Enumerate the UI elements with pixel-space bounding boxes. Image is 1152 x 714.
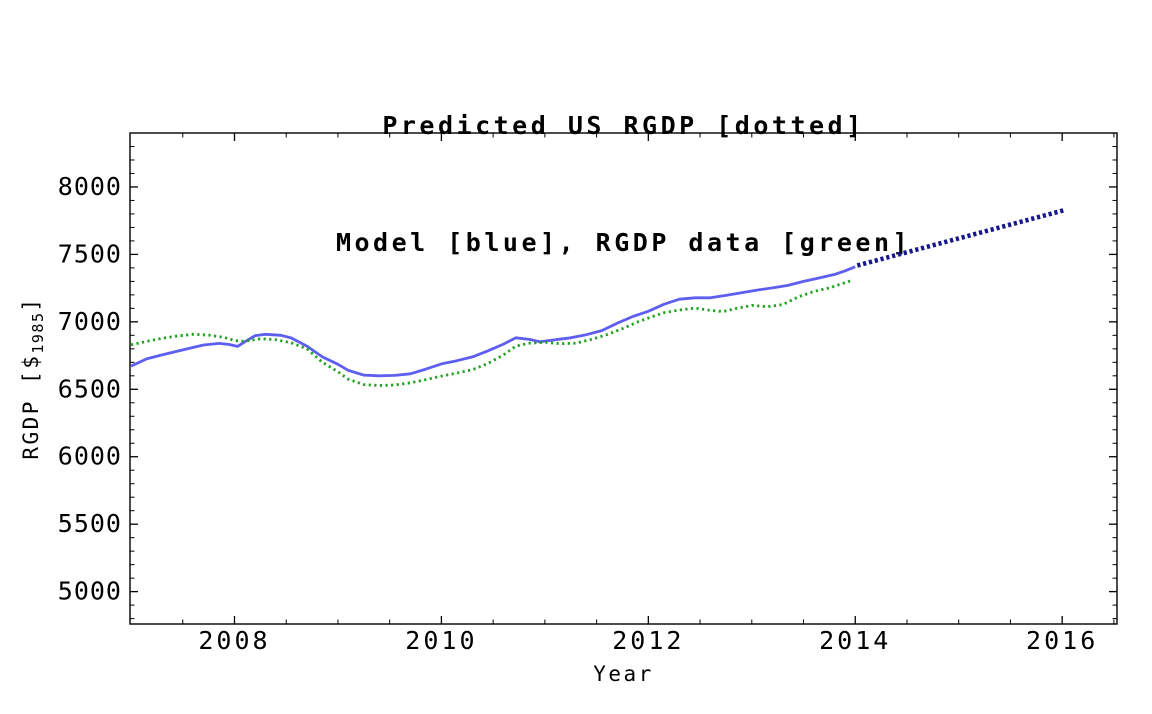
plot-frame [129,132,1118,625]
x-tick-label-2012: 2012 [612,626,684,655]
y-tick-label-6000: 6000 [58,442,122,471]
x-tick-label-2010: 2010 [405,626,477,655]
x-tick-label-2008: 2008 [198,626,270,655]
chart-title-line2: Model [blue], RGDP data [green] [335,228,912,257]
chart-title-line1: Predicted US RGDP [dotted] [382,111,865,140]
predicted-line [856,207,1065,268]
model-line [130,265,856,378]
y-tick-label-6500: 6500 [58,374,122,403]
rgdp-data-line [130,278,853,387]
y-tick-label-5000: 5000 [58,577,122,606]
y-tick-label-7000: 7000 [58,307,122,336]
x-axis-label: Year [593,662,654,686]
x-tick-label-2014: 2014 [819,626,891,655]
y-tick-label-8000: 8000 [58,172,122,201]
y-tick-label-5500: 5500 [58,509,122,538]
chart-title: Predicted US RGDP [dotted] Model [blue],… [130,28,1117,340]
y-tick-label-7500: 7500 [58,239,122,268]
x-tick-label-2016: 2016 [1026,626,1098,655]
